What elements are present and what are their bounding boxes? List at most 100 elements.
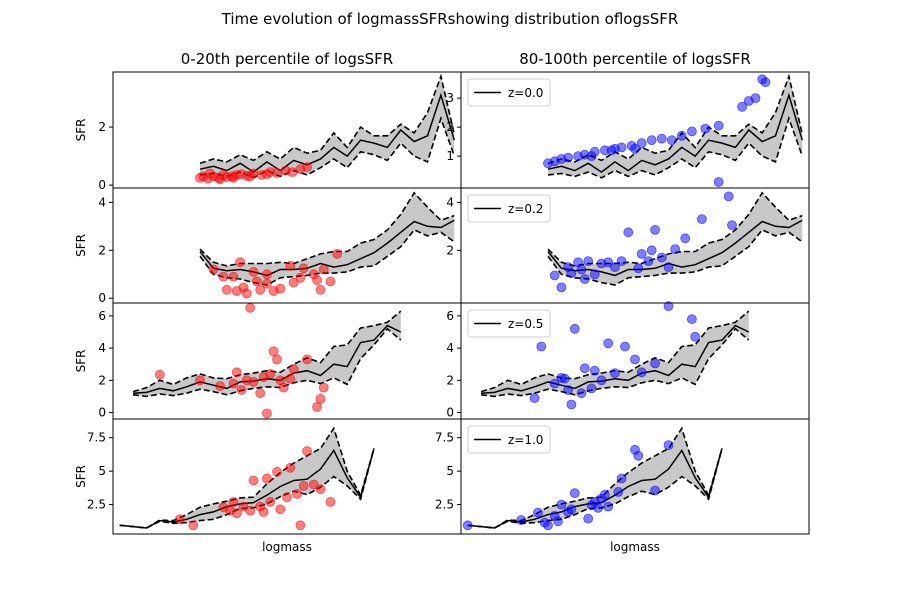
scatter-point [620,341,630,352]
scatter-point [750,93,761,103]
y-tick-label: 2 [446,373,454,387]
y-tick-label: 0 [98,178,106,192]
scatter-point [228,378,239,389]
scatter-point [616,142,627,153]
scatter-point [205,168,215,179]
scatter-point [315,284,326,295]
lower-percentile-line [133,327,402,398]
scatter-point [556,499,567,510]
scatter-point [603,338,614,349]
lower-percentile-line [199,228,455,286]
lower-percentile-line [199,115,456,179]
scatter-point [282,492,292,503]
upper-percentile-line [119,426,375,529]
upper-percentile-line [467,426,723,529]
y-tick-label: 4 [446,195,454,209]
y-tick-label: 5 [98,464,106,478]
axes-frame [460,418,810,535]
scatter-point [760,77,771,88]
scatter-point [536,341,547,352]
scatter-point [261,169,272,180]
scatter-point [241,288,252,299]
scatter-point [697,214,707,225]
legend-box [467,194,551,223]
median-line [547,92,804,174]
y-tick-label: 2.5 [87,498,106,512]
scatter-point [723,191,734,202]
scatter-point [713,177,724,187]
y-tick-label: 0 [98,291,106,305]
scatter-point [275,375,286,386]
y-tick-label: 3 [446,91,454,105]
scatter-point [586,151,597,162]
scatter-point [569,488,580,499]
scatter-point [298,480,309,491]
scatter-point [215,174,226,185]
legend-label: z=0.5 [508,317,543,331]
scatter-point [656,133,667,144]
scatter-point [566,504,577,515]
scatter-point [292,488,302,499]
scatter-point [576,264,587,275]
y-tick-label: 0 [98,406,106,420]
scatter-point [288,277,299,288]
y-tick-label: 4 [446,341,454,355]
scatter-point [670,244,681,255]
scatter-point [583,513,594,524]
scatter-point [236,385,247,395]
scatter-point [195,375,205,386]
median-line [547,219,803,277]
scatter-point [312,275,323,286]
y-tick-label: 6 [98,309,106,323]
xlabel-left: logmass [262,540,312,554]
scatter-point [553,516,563,527]
y-tick-label: 2 [98,243,106,257]
scatter-point [251,276,262,287]
percentile-band [200,76,455,178]
figure-suptitle: Time evolution of logmassSFRshowing dist… [221,10,679,28]
y-tick-label: 1 [446,149,454,163]
scatter-point [231,367,242,378]
scatter-point [218,271,229,282]
scatter-point [610,368,620,379]
y-tick-label: 2 [98,120,106,134]
scatter-point [616,473,627,484]
scatter-point [737,101,747,112]
panel-2-right: 0 2 4 6 z=0.5 [446,301,810,420]
scatter-point [332,248,343,259]
scatter-point [315,393,326,404]
scatter-point [650,224,660,235]
scatter-point [285,462,296,473]
legend-label: z=0.0 [508,86,543,100]
scatter-point [650,485,660,496]
panel-2-left: 0 2 4 6 SFR [74,302,462,420]
legend-box [467,309,551,338]
scatter-point [569,323,580,334]
scatter-point [636,248,647,259]
scatter-point [275,283,286,294]
scatter-point [258,506,269,517]
lower-percentile-line [547,115,804,179]
panel-1-left: 0 2 4 SFR [74,187,462,305]
scatter-point [559,373,570,384]
scatter-point [549,378,560,389]
scatter-point [543,520,553,531]
scatter-point [248,266,259,277]
y-tick-label: 7.5 [435,431,454,445]
scatter-point [295,272,306,283]
scatter-point [462,520,473,531]
legend-box [467,425,551,454]
y-tick-label: 4 [98,341,106,355]
panel-0-right: 1 2 3 z=0.0 [446,71,810,189]
scatter-point [315,484,326,495]
y-axis-label: SFR [74,119,88,142]
panel-3-left: 2.5 5 7.5 SFR [74,418,462,535]
lower-percentile-line [481,327,750,398]
scatter-point [623,227,634,238]
scatter-point [650,358,660,369]
scatter-point [586,383,597,394]
legend-label: z=1.0 [508,433,543,447]
scatter-point [633,450,644,461]
scatter-point [308,479,319,490]
